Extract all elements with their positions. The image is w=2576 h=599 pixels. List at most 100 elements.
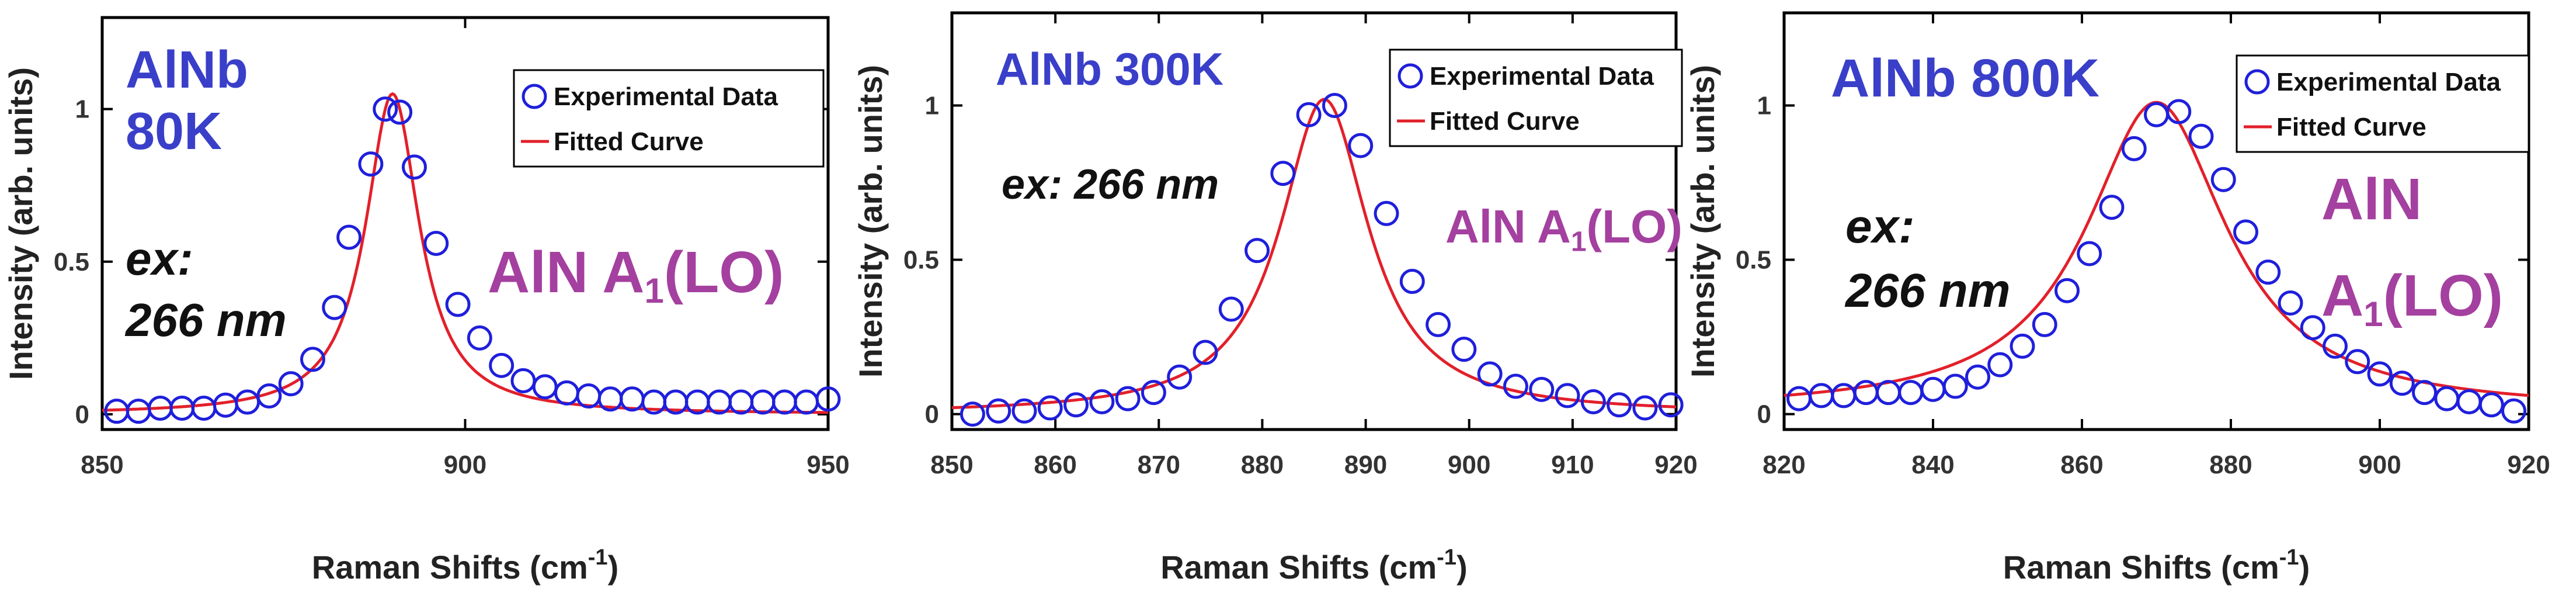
mode-label-text: AlN A — [1445, 200, 1571, 252]
experimental-data-point — [1037, 395, 1063, 421]
experimental-data-point — [2456, 389, 2482, 414]
legend-box — [2236, 54, 2530, 153]
experimental-data-point — [960, 401, 985, 427]
x-tick-label: 900 — [444, 451, 486, 479]
x-tick-label: 900 — [2358, 451, 2401, 479]
experimental-data-point — [1011, 398, 1037, 424]
y-tick-label: 0 — [75, 400, 89, 429]
mode-label-subscript: 1 — [1571, 226, 1587, 257]
chart-panel-1: 0 0.5 1 850 900 950 Raman Shifts (cm-1) Intensi… — [2, 16, 850, 586]
experimental-data-point — [2054, 278, 2080, 303]
experimental-data-point — [815, 386, 841, 412]
x-axis-label: Raman Shifts (cm-1) — [1160, 545, 1467, 586]
experimental-data-point — [2099, 195, 2125, 220]
mode-label: AlN — [2321, 167, 2422, 232]
legend-marker-icon — [2244, 69, 2270, 95]
y-tick-label: 0.5 — [1736, 246, 1771, 275]
experimental-data-point — [336, 224, 362, 250]
experimental-data-point — [1063, 392, 1089, 418]
excitation-label: ex: 266 nm — [1002, 161, 1219, 208]
experimental-data-point — [1270, 161, 1296, 186]
experimental-data-point — [2166, 99, 2192, 124]
experimental-data-point — [1451, 337, 1477, 362]
experimental-data-point — [2188, 123, 2214, 149]
fitted-curve-line — [102, 92, 828, 414]
x-tick-label: 950 — [806, 451, 849, 479]
experimental-data-point — [1426, 311, 1451, 337]
x-axis-label: Raman Shifts (cm-1) — [312, 545, 618, 586]
mode-label: AlN A1(LO) — [488, 240, 784, 310]
experimental-data-point — [235, 389, 260, 415]
experimental-data-point — [2501, 398, 2526, 424]
x-tick-label: 900 — [1448, 451, 1490, 479]
experimental-data-point — [2010, 333, 2035, 359]
experimental-data-point — [2412, 380, 2437, 406]
legend-marker-icon — [1397, 63, 1423, 89]
experimental-data-point — [467, 325, 492, 351]
experimental-data-point — [750, 389, 776, 415]
experimental-data-point — [1607, 392, 1632, 418]
mode-label-subscript: 1 — [645, 271, 664, 310]
y-tick-label: 1 — [75, 95, 89, 124]
experimental-data-point — [510, 368, 536, 393]
x-tick-label: 820 — [1762, 451, 1805, 479]
experimental-data-point — [1399, 268, 1425, 294]
experimental-data-point — [1503, 373, 1528, 399]
x-tick-label: 880 — [2209, 451, 2252, 479]
mode-label: AlN A1(LO) — [1445, 200, 1682, 257]
experimental-data-point — [619, 386, 645, 412]
experimental-data-point — [2210, 167, 2236, 192]
plot-frame — [950, 11, 1678, 431]
legend-entry-experimental: Experimental Data — [1430, 62, 1654, 91]
x-axis-label-text: Raman Shifts (cm — [1160, 549, 1437, 586]
experimental-data-point — [771, 389, 797, 415]
plot-frame — [1782, 11, 2530, 431]
experimental-data-point — [2300, 315, 2325, 341]
experimental-data-point — [1529, 376, 1555, 402]
legend-marker-icon — [522, 84, 547, 109]
x-tick-label: 840 — [1911, 451, 1954, 479]
x-axis-label-close: ) — [1456, 549, 1468, 586]
experimental-data-point — [1374, 200, 1399, 226]
experimental-data-point — [1141, 380, 1166, 406]
experimental-data-point — [1244, 238, 1270, 264]
sample-label: AlNb 800K — [1831, 49, 2099, 108]
legend-box — [1389, 49, 1683, 147]
experimental-data-point — [554, 380, 580, 406]
mode-label: A1(LO) — [2321, 263, 2503, 334]
x-tick-label: 910 — [1551, 451, 1594, 479]
experimental-data-point — [986, 398, 1011, 424]
y-tick-label: 1 — [925, 91, 939, 120]
x-axis-label-superscript: -1 — [588, 545, 608, 570]
x-tick-label: 920 — [2507, 451, 2550, 479]
x-axis-label: Raman Shifts (cm-1) — [2003, 545, 2310, 586]
sample-label: AlNb 300K — [996, 43, 1223, 95]
mode-label-tail: (LO) — [1587, 200, 1682, 252]
y-axis-label: Intensity (arb. units) — [2, 67, 39, 380]
x-tick-label: 880 — [1241, 451, 1284, 479]
y-tick-label: 0.5 — [54, 248, 89, 276]
x-axis-label-close: ) — [2299, 549, 2310, 586]
experimental-data-point — [1658, 392, 1684, 418]
x-tick-label: 890 — [1344, 451, 1387, 479]
legend-entry-fitted: Fitted Curve — [1430, 107, 1580, 136]
experimental-data-point — [401, 154, 427, 180]
x-axis-label-text: Raman Shifts (cm — [312, 549, 588, 586]
experimental-data-point — [300, 347, 325, 372]
x-tick-label: 850 — [81, 451, 123, 479]
x-tick-label: 920 — [1654, 451, 1697, 479]
x-axis-label-close: ) — [608, 549, 619, 586]
mode-label-subscript: 1 — [2363, 295, 2383, 334]
experimental-data-point — [1920, 376, 1946, 402]
x-axis-label-text: Raman Shifts (cm — [2003, 549, 2279, 586]
experimental-data-point — [2434, 386, 2460, 411]
x-axis-label-superscript: -1 — [1437, 545, 1456, 570]
x-tick-label: 860 — [2060, 451, 2103, 479]
experimental-data-point — [387, 99, 413, 125]
experimental-data-point — [2278, 290, 2303, 316]
chart-panel-3: 0 0.5 1 820 840 860 880 900 920 Raman Shifts (cm-… — [1684, 11, 2550, 586]
mode-label-tail: (LO) — [2383, 263, 2503, 328]
experimental-data-point — [576, 383, 602, 409]
experimental-data-point — [1876, 380, 1901, 406]
